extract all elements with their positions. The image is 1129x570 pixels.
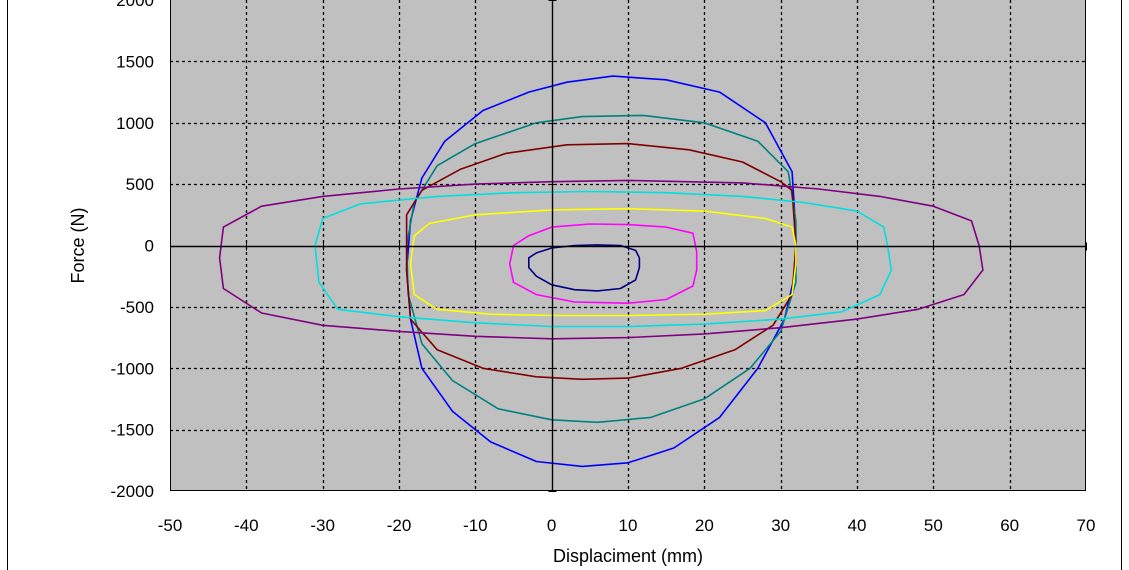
- x-tick-labels: -50 -40 -30 -20 -10 0 10 20 30 40 50 60 70: [158, 516, 1096, 535]
- y-tick-label: -500: [120, 298, 154, 317]
- x-tick-label: -10: [463, 516, 488, 535]
- x-tick-label: 10: [619, 516, 638, 535]
- x-tick-label: 0: [547, 516, 556, 535]
- hysteresis-loop-3: [405, 142, 797, 381]
- hysteresis-loop-4: [218, 179, 984, 340]
- x-tick-label: 60: [1000, 516, 1019, 535]
- x-tick-label: 30: [771, 516, 790, 535]
- x-tick-label: 50: [924, 516, 943, 535]
- y-tick-label: 1500: [116, 52, 154, 71]
- hysteresis-loop-5: [314, 190, 893, 328]
- y-tick-label: 500: [126, 175, 154, 194]
- hysteresis-loop-8: [528, 244, 641, 292]
- y-tick-label: 0: [145, 237, 154, 256]
- x-tick-label: 70: [1077, 516, 1096, 535]
- y-tick-label: -2000: [111, 482, 154, 501]
- x-tick-label: -50: [158, 516, 183, 535]
- grid: [170, 0, 1086, 491]
- x-tick-label: 20: [695, 516, 714, 535]
- plot-border: [170, 0, 1086, 491]
- hysteresis-loop-6: [409, 207, 797, 317]
- x-tick-label: -30: [310, 516, 335, 535]
- x-axis-title: Displaciment (mm): [553, 546, 703, 566]
- x-tick-label: -20: [387, 516, 412, 535]
- x-tick-label: 40: [848, 516, 867, 535]
- hysteresis-loop-7: [508, 223, 698, 304]
- y-tick-labels: -2000 -1500 -1000 -500 0 500 1000 1500 2000: [111, 0, 154, 501]
- y-axis-title: Force (N): [68, 208, 88, 284]
- y-tick-label: -1500: [111, 421, 154, 440]
- y-tick-label: -1000: [111, 359, 154, 378]
- series-layer: [218, 75, 984, 468]
- y-tick-label: 2000: [116, 0, 154, 10]
- x-tick-label: -40: [234, 516, 259, 535]
- y-tick-label: 1000: [116, 114, 154, 133]
